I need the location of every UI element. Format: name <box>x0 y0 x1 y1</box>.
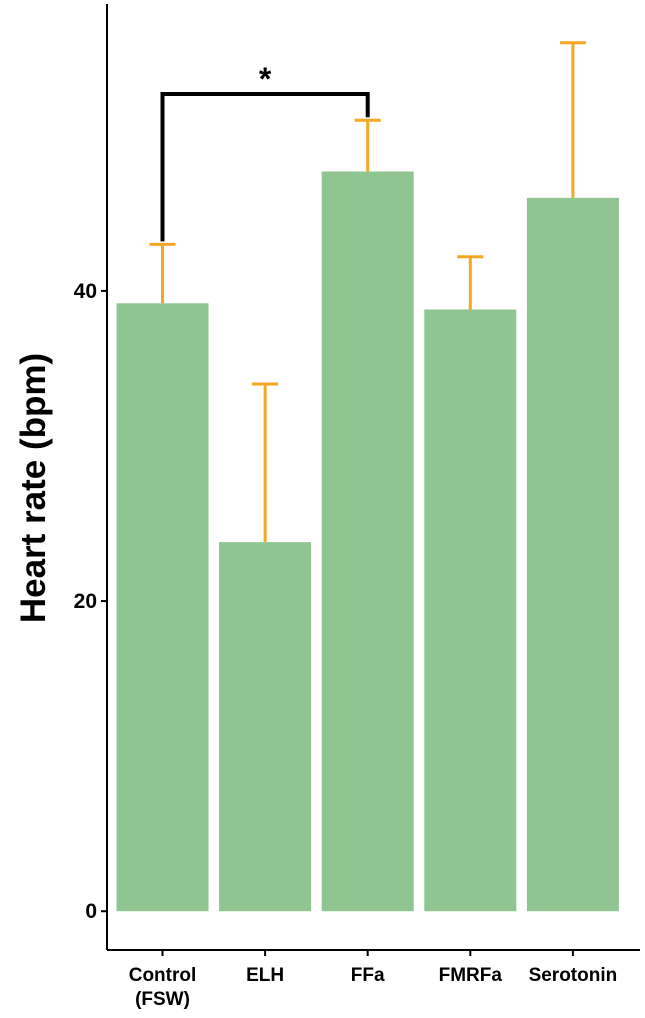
bar <box>219 542 312 912</box>
bar <box>526 197 619 912</box>
significance-label: * <box>259 61 272 97</box>
x-tick-label: FFa <box>351 965 385 986</box>
bar <box>321 171 414 912</box>
plot-area: 0 20 40 Control (FSW) ELH FFa FMRFa Serotonin * <box>74 4 640 1010</box>
y-tick-label: 0 <box>85 900 97 923</box>
significance-bracket <box>160 91 370 242</box>
bar <box>116 303 209 912</box>
x-tick-label: FMRFa <box>439 965 503 986</box>
y-axis-label: Heart rate (bpm) <box>14 353 53 623</box>
x-tick-label: Control (FSW) <box>129 965 197 1010</box>
x-tick-label: ELH <box>246 965 284 986</box>
y-tick-label: 40 <box>74 280 97 303</box>
y-tick-label: 20 <box>74 590 97 613</box>
bar <box>424 309 517 912</box>
x-tick-label: Serotonin <box>529 965 618 986</box>
